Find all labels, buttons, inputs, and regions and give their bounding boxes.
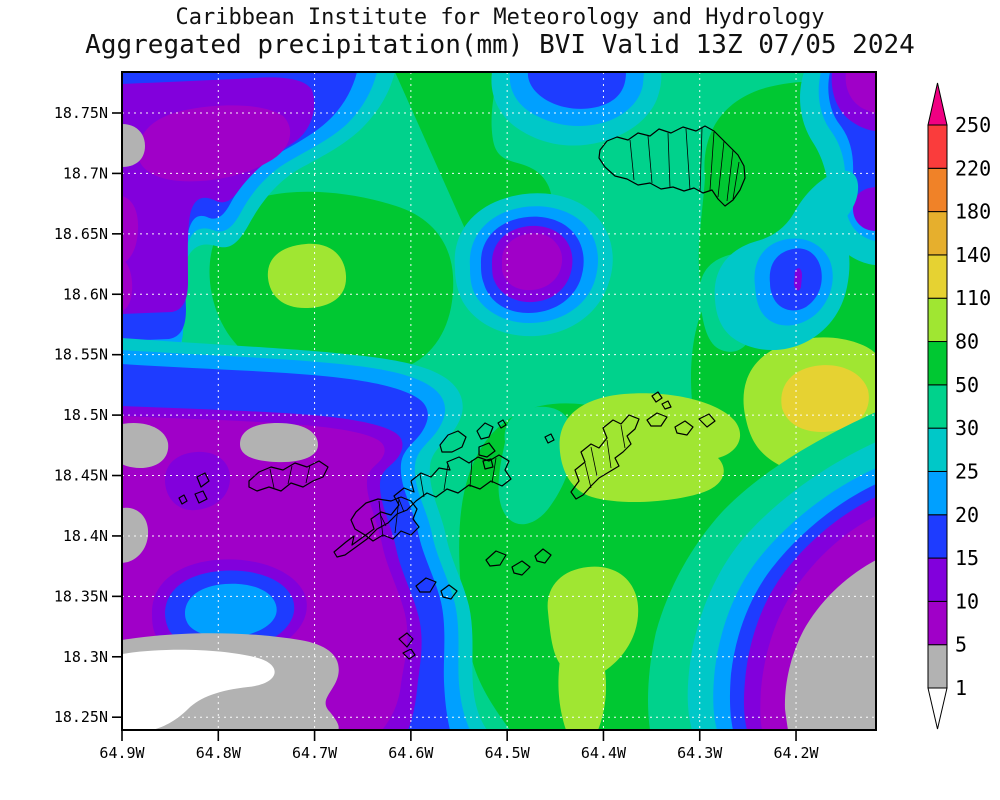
contour-green-center-left <box>209 191 454 378</box>
lat-tick-label: 18.45N <box>54 467 108 485</box>
island-outline-st-thomas <box>248 460 329 492</box>
lat-tick-label: 18.75N <box>54 104 108 122</box>
island-outlines <box>178 125 746 660</box>
lat-tick-label: 18.4N <box>63 527 108 545</box>
colorbar-segment <box>927 470 948 516</box>
colorbar-segment <box>927 557 948 602</box>
colorbar-segment <box>927 427 948 472</box>
colorbar-level-label: 250 <box>955 113 991 137</box>
lat-tick-label: 18.25N <box>54 708 108 726</box>
island-outline-anegada <box>598 125 746 207</box>
contour-central-minimum <box>454 193 613 337</box>
lon-tick-label: 64.4W <box>581 744 627 762</box>
island-outline-st-john <box>350 496 420 542</box>
island-outline-virgin-gorda <box>570 414 640 500</box>
colorbar-level-label: 10 <box>955 589 979 613</box>
lat-tick-label: 18.65N <box>54 225 108 243</box>
lon-tick-label: 64.2W <box>773 744 819 762</box>
colorbar-below-min-arrow <box>927 687 948 730</box>
colorbar-level-label: 20 <box>955 503 979 527</box>
lat-tick-label: 18.5N <box>63 406 108 424</box>
island-parcel-lines-virgin-gorda <box>584 424 626 489</box>
colorbar-segment <box>927 341 948 386</box>
colorbar-segment <box>927 211 948 256</box>
colorbar-segment <box>927 514 948 559</box>
map-plot-area <box>122 72 876 730</box>
lon-tick-label: 64.7W <box>292 744 338 762</box>
lon-tick-label: 64.8W <box>196 744 242 762</box>
contour-blue-finger-top <box>491 72 662 146</box>
island-parcel-lines-st-thomas <box>269 464 311 489</box>
lat-tick-label: 18.35N <box>54 587 108 605</box>
map-frame <box>121 71 877 731</box>
colorbar-level-label: 30 <box>955 416 979 440</box>
colorbar-segment <box>927 600 948 646</box>
island-parcel-lines-st-john <box>378 498 400 538</box>
colorbar-level-label: 5 <box>955 633 967 657</box>
map-title-institution: Caribbean Institute for Meteorology and … <box>175 5 825 30</box>
colorbar-segment <box>927 384 948 429</box>
contour-topright-corner-minimum <box>800 72 876 265</box>
colorbar-segment <box>927 644 948 689</box>
colorbar-level-label: 15 <box>955 546 979 570</box>
island-cays-west <box>178 472 210 505</box>
island-parcel-lines-tortola <box>379 457 497 527</box>
contour-blue-minimum-east <box>714 170 859 351</box>
lat-tick-label: 18.6N <box>63 285 108 303</box>
colorbar-segment <box>927 167 948 213</box>
lon-tick-label: 64.5W <box>485 744 531 762</box>
contour-southwest-low-field <box>122 338 487 730</box>
colorbar-level-label: 180 <box>955 200 991 224</box>
colorbar-level-label: 25 <box>955 459 979 483</box>
island-cays-south <box>398 433 555 660</box>
island-cays-north <box>439 419 507 470</box>
colorbar-level-label: 80 <box>955 330 979 354</box>
colorbar-segment <box>927 297 948 343</box>
island-cays-east <box>646 391 716 436</box>
lon-tick-label: 64.9W <box>99 744 145 762</box>
colorbar-level-label: 110 <box>955 286 991 310</box>
colorbar-segment <box>927 254 948 299</box>
colorbar-level-label: 50 <box>955 373 979 397</box>
island-outline-tortola <box>333 454 512 558</box>
colorbar-above-max-arrow <box>927 82 948 126</box>
lat-tick-label: 18.55N <box>54 346 108 364</box>
lat-tick-label: 18.3N <box>63 648 108 666</box>
axis-layer: 18.75N 18.7N 18.65N 18.6N 18.55N 18.5N 18.45N 1… <box>54 104 820 762</box>
colorbar-segment <box>927 124 948 169</box>
colorbar-level-label: 220 <box>955 156 991 180</box>
contour-topleft-low-system <box>122 72 395 363</box>
colorbar-level-label: 140 <box>955 243 991 267</box>
lon-tick-label: 64.6W <box>388 744 434 762</box>
lon-tick-label: 64.3W <box>677 744 723 762</box>
lat-tick-label: 18.7N <box>63 164 108 182</box>
colorbar-level-label: 1 <box>955 676 967 700</box>
map-title-product: Aggregated precipitation(mm) BVI Valid 1… <box>85 30 915 60</box>
contour-southeast-low-system <box>648 412 876 730</box>
island-parcel-lines-anegada <box>629 127 740 202</box>
gridlines <box>122 72 876 730</box>
